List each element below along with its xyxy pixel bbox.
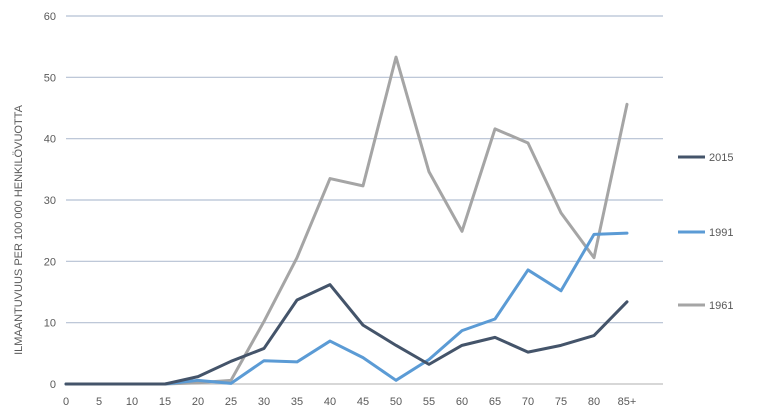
gridlines: [66, 15, 663, 385]
y-tick-label: 0: [50, 379, 56, 391]
x-tick-label: 5: [96, 396, 102, 408]
x-tick-label: 85+: [618, 396, 637, 408]
x-tick-label: 40: [324, 396, 336, 408]
y-axis-ticks: 0 10 20 30 40 50 60: [44, 11, 56, 391]
legend-label-1961: 1961: [709, 300, 733, 312]
x-tick-label: 50: [390, 396, 402, 408]
series-line-1961: [64, 55, 629, 386]
y-tick-label: 30: [44, 195, 56, 207]
x-tick-label: 0: [63, 396, 69, 408]
legend-label-1991: 1991: [709, 227, 733, 239]
x-tick-label: 75: [555, 396, 567, 408]
series-lines: [64, 55, 629, 386]
x-tick-label: 80: [588, 396, 600, 408]
y-axis-title: ILMAANTUVUUS PER 100 000 HENKILÖVUOTTA: [13, 104, 25, 354]
series-line-2015: [64, 283, 629, 386]
x-tick-label: 20: [192, 396, 204, 408]
x-tick-label: 30: [258, 396, 270, 408]
x-tick-label: 10: [126, 396, 138, 408]
y-tick-label: 60: [44, 11, 56, 23]
x-tick-label: 65: [489, 396, 501, 408]
x-axis-ticks: 0 5 10 15 20 25 30 35 40 45 50 55 60 65 70 75 80 85+: [63, 396, 636, 408]
x-tick-label: 25: [225, 396, 237, 408]
legend-label-2015: 2015: [709, 152, 733, 164]
series-line-1991: [64, 231, 629, 386]
x-tick-label: 60: [456, 396, 468, 408]
legend: 2015 1991 1961: [678, 152, 733, 312]
y-tick-label: 10: [44, 318, 56, 330]
x-tick-label: 15: [159, 396, 171, 408]
x-tick-label: 70: [522, 396, 534, 408]
y-tick-label: 20: [44, 256, 56, 268]
x-tick-label: 35: [291, 396, 303, 408]
x-tick-label: 45: [357, 396, 369, 408]
y-tick-label: 40: [44, 134, 56, 146]
x-tick-label: 55: [423, 396, 435, 408]
y-tick-label: 50: [44, 72, 56, 84]
